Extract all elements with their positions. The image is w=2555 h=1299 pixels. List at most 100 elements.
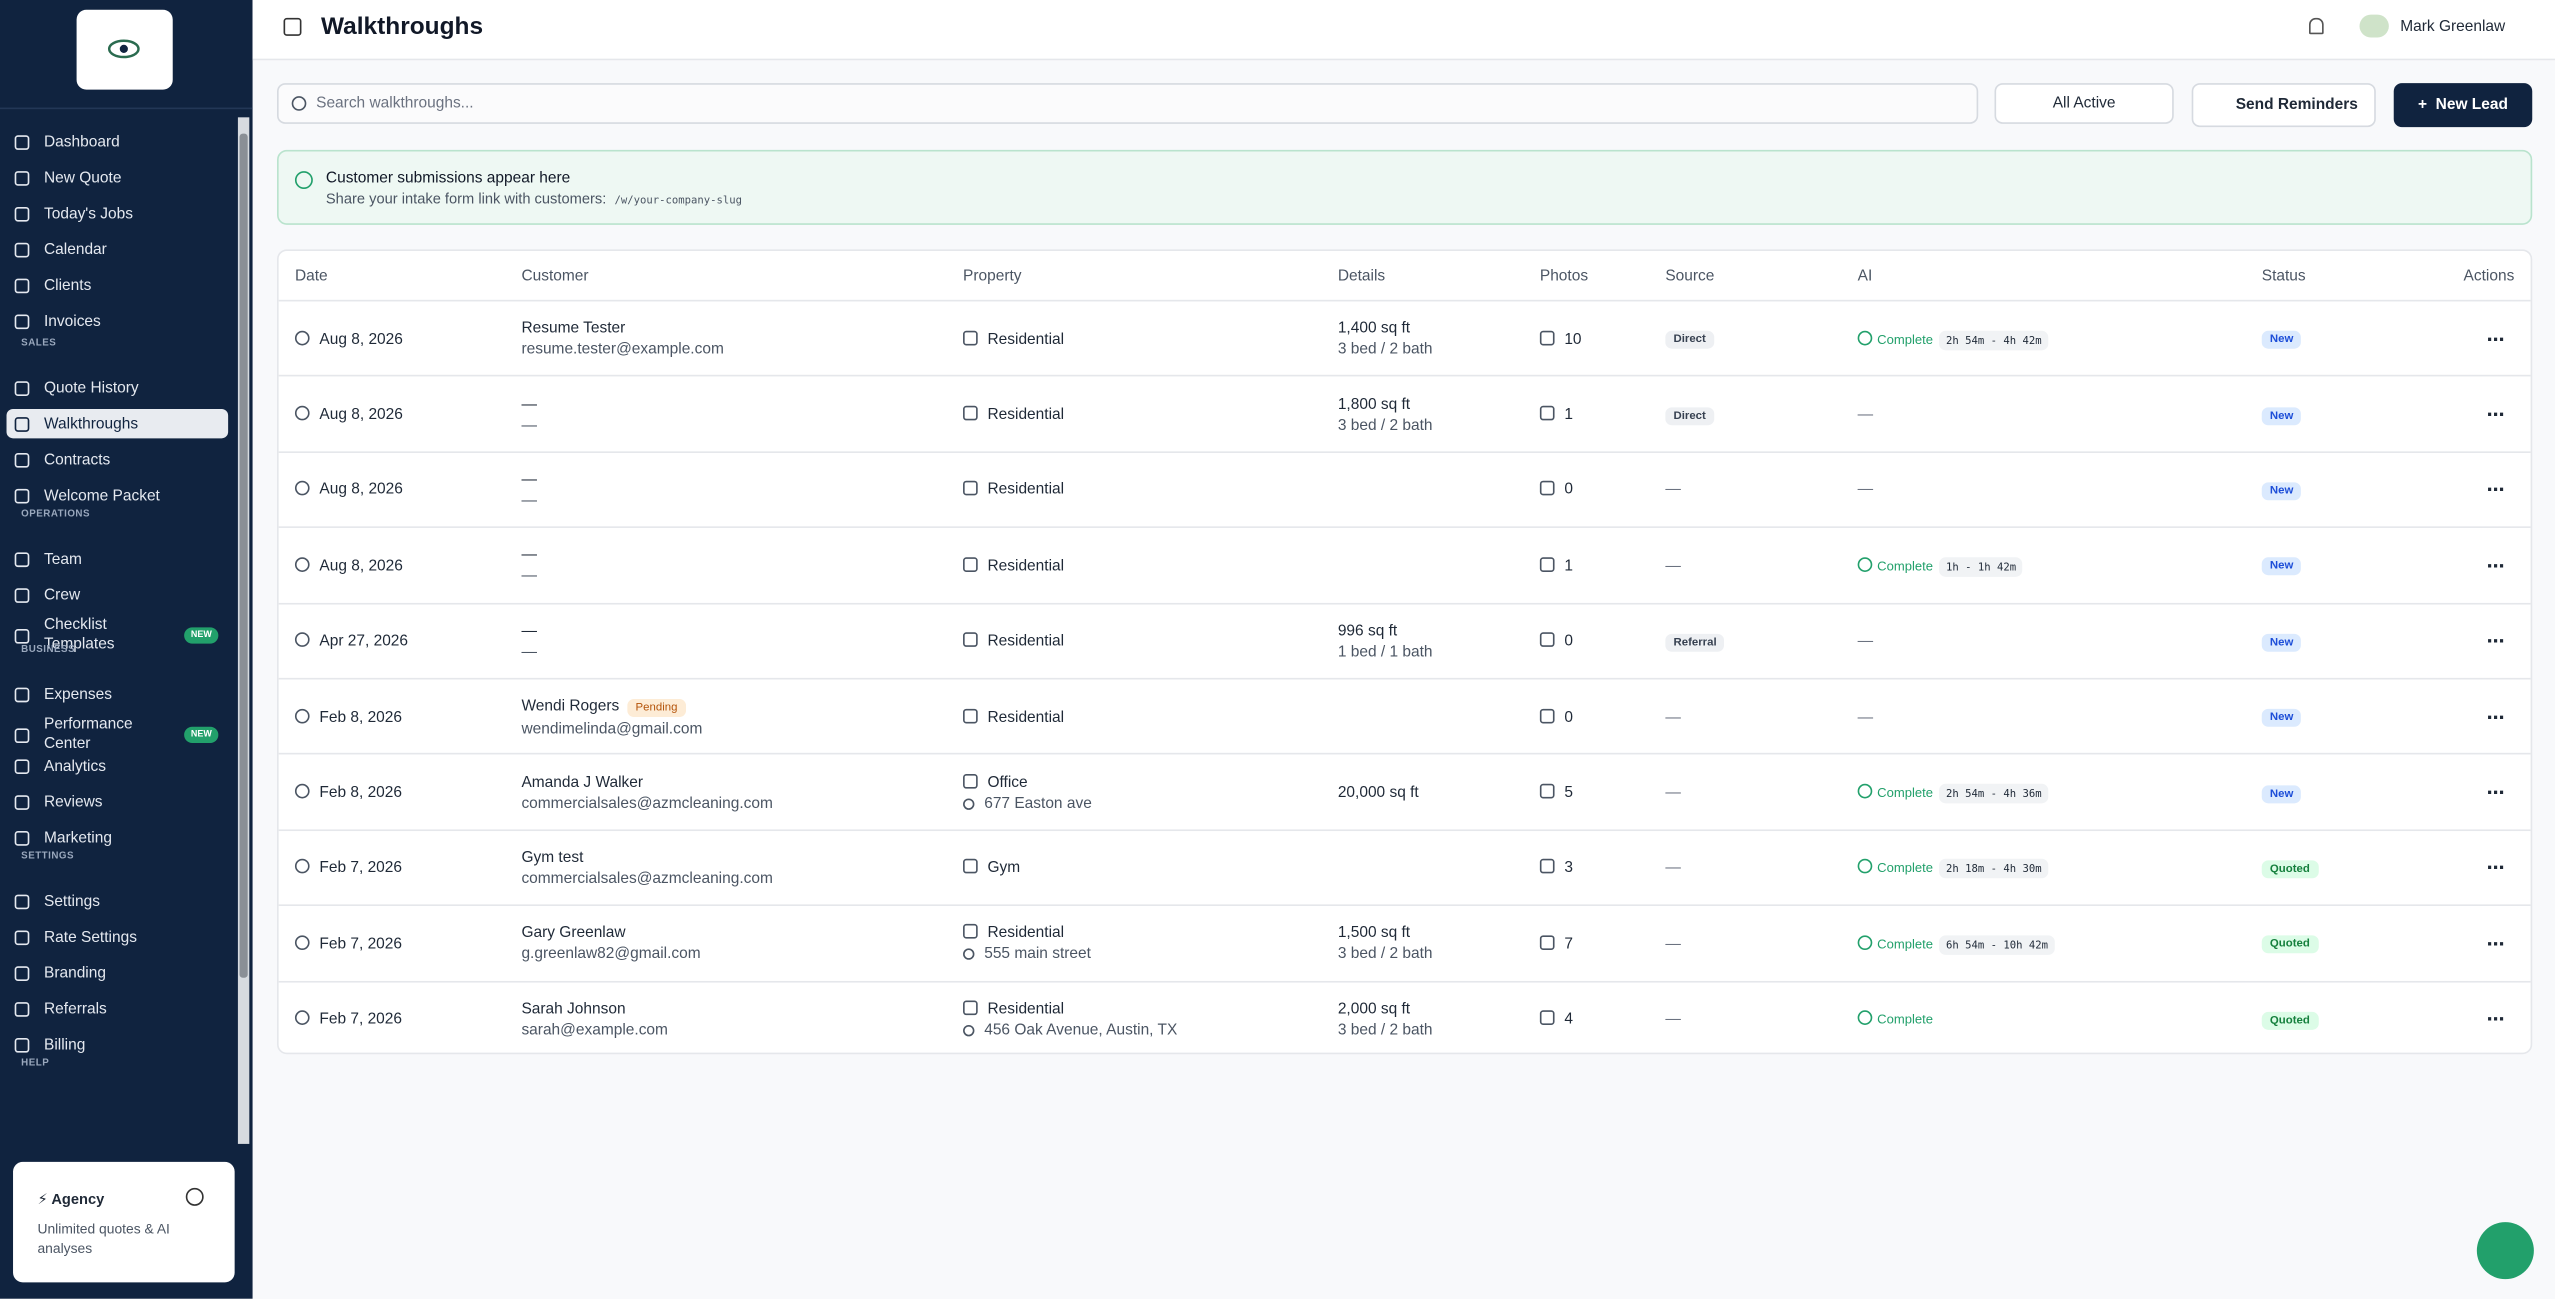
camera-icon (1539, 708, 1555, 723)
home-icon (963, 330, 978, 345)
ai-cell: — (1858, 604, 1873, 680)
status-cell: Quoted (2261, 906, 2318, 982)
nav-item[interactable]: New Quote (7, 163, 229, 192)
notifications[interactable] (2309, 17, 2324, 35)
nav-item[interactable]: Analytics (7, 751, 229, 780)
rooms: 3 bed / 2 bath (1337, 945, 1433, 964)
clock-icon (294, 330, 310, 345)
chat-button[interactable] (2476, 1222, 2534, 1280)
row-actions[interactable]: ⋯ (2486, 708, 2505, 728)
date-cell: Aug 8, 2026 (294, 528, 403, 604)
table-row[interactable]: Aug 8, 2026 Resume Tester resume.tester@ex… (278, 299, 2531, 377)
nav-item[interactable]: Branding (7, 958, 229, 987)
date-text: Aug 8, 2026 (319, 405, 403, 424)
nav-label: Billing (43, 1035, 86, 1054)
nav-item[interactable]: Dashboard (7, 127, 229, 156)
source-wrap: — (1665, 935, 1680, 953)
nav-item[interactable]: Quote History (7, 373, 229, 402)
property: Residential (963, 557, 1064, 575)
table-row[interactable]: Feb 8, 2026 Amanda J Walker commercialsale… (278, 753, 2531, 831)
nav-item[interactable]: Welcome Packet (7, 481, 229, 510)
nav-item[interactable]: Invoices (7, 306, 229, 335)
row-actions[interactable]: ⋯ (2486, 632, 2505, 653)
row-actions[interactable]: ⋯ (2486, 935, 2505, 955)
date-text: Feb 7, 2026 (319, 859, 403, 878)
nav-item[interactable]: Crew (7, 580, 229, 609)
new-lead-button[interactable]: + New Lead (2393, 83, 2533, 128)
home-icon (963, 481, 978, 497)
nav-item[interactable]: Billing (7, 1030, 229, 1059)
nav-item[interactable]: Checklist Templates NEW (7, 616, 229, 655)
ai-cell: Complete 1h - 1h 42m (1857, 528, 2023, 604)
ai-status: — (1857, 632, 1874, 651)
table-row[interactable]: Feb 7, 2026 Sarah Johnson sarah@example.co… (278, 980, 2531, 1057)
filter-select[interactable]: All Active (1994, 83, 2174, 124)
row-actions[interactable]: ⋯ (2486, 1010, 2505, 1031)
date-cell: Feb 8, 2026 (294, 755, 402, 831)
row-actions[interactable]: ⋯ (2486, 330, 2505, 350)
logo[interactable] (76, 9, 173, 90)
ai-cell: — (1858, 680, 1873, 756)
row-actions[interactable]: ⋯ (2486, 557, 2505, 577)
scroll-thumb[interactable] (239, 133, 248, 978)
plan-card[interactable]: ⚡ Agency Unlimited quotes & AI analyses (13, 1161, 235, 1283)
nav-item[interactable]: Marketing (7, 823, 229, 852)
user-name[interactable]: Mark Greenlaw (2400, 17, 2506, 36)
settings-icon[interactable] (185, 1187, 204, 1206)
ai-cell: — (1858, 453, 1873, 529)
nav-item[interactable]: Expenses (7, 680, 229, 709)
nav-item[interactable]: Team (7, 544, 229, 573)
table-row[interactable]: Aug 8, 2026— — Residential 1,800 sq ft 3 bed… (278, 375, 2531, 452)
area: 20,000 sq ft (1337, 783, 1419, 802)
date-cell: Feb 7, 2026 (294, 906, 402, 982)
nav-item[interactable]: Clients (7, 270, 229, 299)
row-actions[interactable]: ⋯ (2486, 405, 2505, 426)
row-actions[interactable]: ⋯ (2486, 859, 2505, 880)
property-type: Residential (987, 557, 1065, 576)
photo-count: 0 (1564, 632, 1573, 651)
row-actions[interactable]: ⋯ (2486, 481, 2505, 502)
table-row[interactable]: Apr 27, 2026— — Residential 996 sq ft 1 bed … (278, 602, 2531, 680)
source-wrap: — (1665, 860, 1680, 878)
customer-cell: — — (521, 453, 536, 529)
status-wrap: New (2261, 556, 2302, 576)
table-row[interactable]: Aug 8, 2026— — Residential 1— Complete 1h - 1… (278, 526, 2531, 604)
table-row[interactable]: Feb 7, 2026 Gary Greenlaw g.greenlaw82@gma… (278, 904, 2531, 982)
table-row[interactable]: Aug 8, 2026— — Residential 0— — New ⋯ (278, 451, 2531, 529)
nav-item[interactable]: Contracts (7, 445, 229, 474)
nav-item[interactable]: Referrals (7, 994, 229, 1023)
property-cell: Office 677 Easton ave (963, 755, 1092, 831)
nav-item[interactable]: Walkthroughs (6, 409, 229, 439)
banner-link[interactable]: /w/your-company-slug (614, 193, 743, 207)
source-wrap: — (1665, 708, 1680, 726)
customer-email: commercialsales@azmcleaning.com (521, 794, 773, 813)
property-type: Residential (987, 708, 1065, 727)
nav-icon (14, 452, 30, 467)
nav-label: Performance Center (43, 715, 133, 753)
table-row[interactable]: Feb 8, 2026 Wendi Rogers Pending wendimelin… (278, 677, 2531, 756)
column-header: Actions (2463, 267, 2515, 286)
send-reminders-button[interactable]: Send Reminders (2191, 83, 2376, 128)
nav-item[interactable]: Today's Jobs (7, 199, 229, 228)
sidebar-toggle[interactable] (283, 17, 302, 36)
source: Direct (1665, 406, 1714, 425)
search-input[interactable]: Search walkthroughs... (277, 83, 1979, 124)
property-type: Residential (987, 330, 1065, 349)
nav-item[interactable]: Performance Center NEW (7, 715, 229, 754)
property-cell: Gym (963, 831, 1020, 907)
nav-item[interactable]: Reviews (7, 787, 229, 816)
avatar[interactable] (2359, 14, 2389, 38)
home-icon (963, 405, 978, 421)
property-type: Residential (987, 1000, 1065, 1019)
nav-item[interactable]: Settings (7, 886, 229, 915)
nav-icon (14, 416, 30, 432)
ai-status: Complete (1877, 936, 1933, 952)
nav-item[interactable]: Calendar (7, 235, 229, 264)
banner-text-body: Share your intake form link with custome… (325, 190, 607, 207)
row-actions[interactable]: ⋯ (2486, 783, 2505, 804)
photos-cell: 7 (1539, 906, 1573, 982)
table-row[interactable]: Feb 7, 2026 Gym test commercialsales@azmcl… (278, 829, 2531, 907)
ai-cell: Complete 6h 54m - 10h 42m (1857, 906, 2055, 982)
rooms: 3 bed / 2 bath (1337, 340, 1433, 359)
nav-item[interactable]: Rate Settings (7, 922, 229, 951)
